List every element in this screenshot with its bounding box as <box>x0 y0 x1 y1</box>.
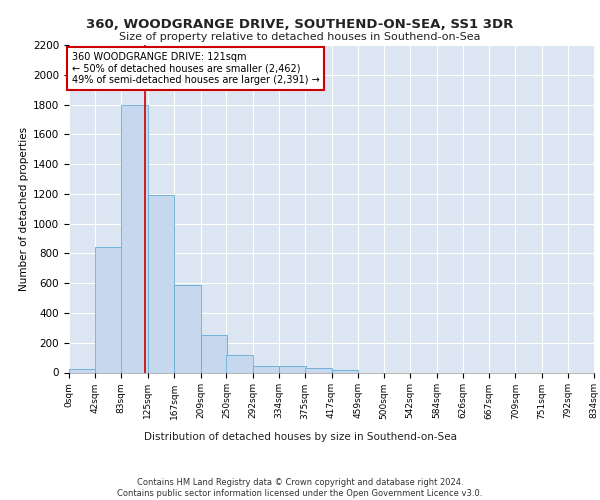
Bar <box>69 369 95 372</box>
Bar <box>200 334 227 372</box>
Bar <box>174 284 200 372</box>
Y-axis label: Number of detached properties: Number of detached properties <box>19 126 29 291</box>
Text: Distribution of detached houses by size in Southend-on-Sea: Distribution of detached houses by size … <box>143 432 457 442</box>
Bar <box>331 370 358 372</box>
Text: 360, WOODGRANGE DRIVE, SOUTHEND-ON-SEA, SS1 3DR: 360, WOODGRANGE DRIVE, SOUTHEND-ON-SEA, … <box>86 18 514 30</box>
Bar <box>95 246 122 372</box>
Bar <box>305 368 331 372</box>
Bar <box>331 370 358 372</box>
Bar <box>200 334 227 372</box>
Bar <box>279 366 305 372</box>
Bar <box>279 366 305 372</box>
Bar <box>121 106 148 372</box>
Bar <box>174 284 200 372</box>
Bar <box>95 246 122 372</box>
Bar <box>226 354 253 372</box>
Bar <box>253 366 279 372</box>
Bar <box>305 368 331 372</box>
Text: Size of property relative to detached houses in Southend-on-Sea: Size of property relative to detached ho… <box>119 32 481 42</box>
Bar <box>148 194 174 372</box>
Text: Contains HM Land Registry data © Crown copyright and database right 2024.
Contai: Contains HM Land Registry data © Crown c… <box>118 478 482 498</box>
Text: 360 WOODGRANGE DRIVE: 121sqm
← 50% of detached houses are smaller (2,462)
49% of: 360 WOODGRANGE DRIVE: 121sqm ← 50% of de… <box>71 52 319 85</box>
Bar <box>121 106 148 372</box>
Bar <box>148 194 174 372</box>
Bar <box>226 354 253 372</box>
Bar <box>69 369 95 372</box>
Bar <box>253 366 279 372</box>
